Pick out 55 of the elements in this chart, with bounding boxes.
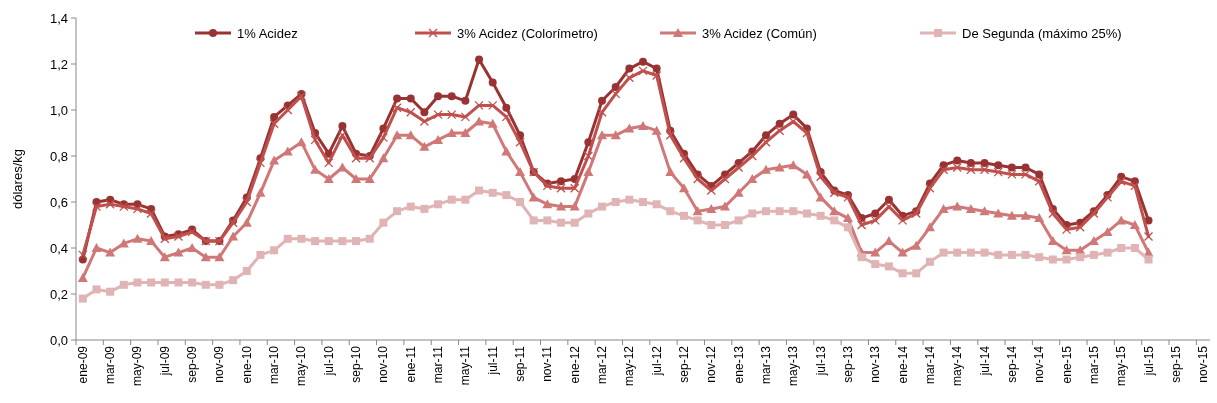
x-tick-label: may-14 [950,345,965,387]
x-tick-label: sep-14 [1004,345,1019,383]
x-tick-label: nov-09 [212,345,227,383]
x-tick-label: mar-13 [758,345,773,385]
x-tick-label: mar-09 [103,345,118,385]
legend-label: 1% Acidez [237,25,298,41]
x-tick-label: ene-09 [75,345,90,384]
y-tick-label: 1,4 [49,10,68,26]
x-tick-label: nov-15 [1196,345,1211,383]
y-tick-label: 0,2 [49,286,68,302]
x-tick-label: may-13 [786,345,801,387]
y-tick-label: 1,0 [49,102,68,118]
x-tick-label: ene-13 [731,345,746,384]
legend-label: 3% Acidez (Común) [702,25,817,41]
x-tick-label: mar-11 [431,345,446,384]
x-tick-label: nov-13 [868,345,883,383]
x-tick-label: jul-15 [1141,345,1156,377]
y-tick-label: 1,2 [49,56,68,72]
x-tick-label: may-09 [130,345,145,387]
x-tick-label: sep-10 [349,345,364,383]
x-tick-label: jul-13 [813,345,828,377]
y-tick-label: 0,4 [49,240,68,256]
legend-label: 3% Acidez (Colorímetro) [457,25,598,41]
x-tick-label: sep-09 [185,345,200,383]
x-tick-label: may-15 [1114,345,1129,387]
x-tick-label: mar-10 [267,345,282,385]
x-tick-label: may-11 [458,345,473,386]
legend-label: De Segunda (máximo 25%) [962,25,1122,41]
x-tick-label: jul-10 [321,345,336,377]
x-tick-label: sep-13 [840,345,855,383]
x-tick-label: mar-12 [595,345,610,385]
x-tick-label: jul-14 [977,345,992,377]
y-tick-label: 0,8 [49,148,68,164]
x-tick-label: jul-11 [485,345,500,376]
x-tick-label: ene-11 [403,345,418,383]
x-tick-label: may-12 [622,345,637,387]
y-axis-title: dólares/kg [10,149,25,209]
x-tick-label: nov-12 [704,345,719,383]
x-tick-label: nov-11 [540,345,555,382]
x-tick-label: nov-10 [376,345,391,383]
x-tick-label: ene-15 [1059,345,1074,384]
x-tick-label: jul-12 [649,345,664,377]
y-tick-label: 0,0 [49,332,68,348]
x-tick-label: jul-09 [157,345,172,377]
x-tick-label: mar-15 [1086,345,1101,385]
x-tick-label: nov-14 [1032,345,1047,383]
y-tick-label: 0,6 [49,194,68,210]
x-tick-label: may-10 [294,345,309,387]
x-tick-label: mar-14 [922,345,937,385]
x-tick-label: ene-14 [895,345,910,384]
x-tick-label: ene-12 [567,345,582,384]
x-tick-label: sep-11 [513,345,528,382]
x-tick-label: sep-15 [1168,345,1183,383]
x-tick-label: sep-12 [676,345,691,383]
x-tick-label: ene-10 [239,345,254,384]
